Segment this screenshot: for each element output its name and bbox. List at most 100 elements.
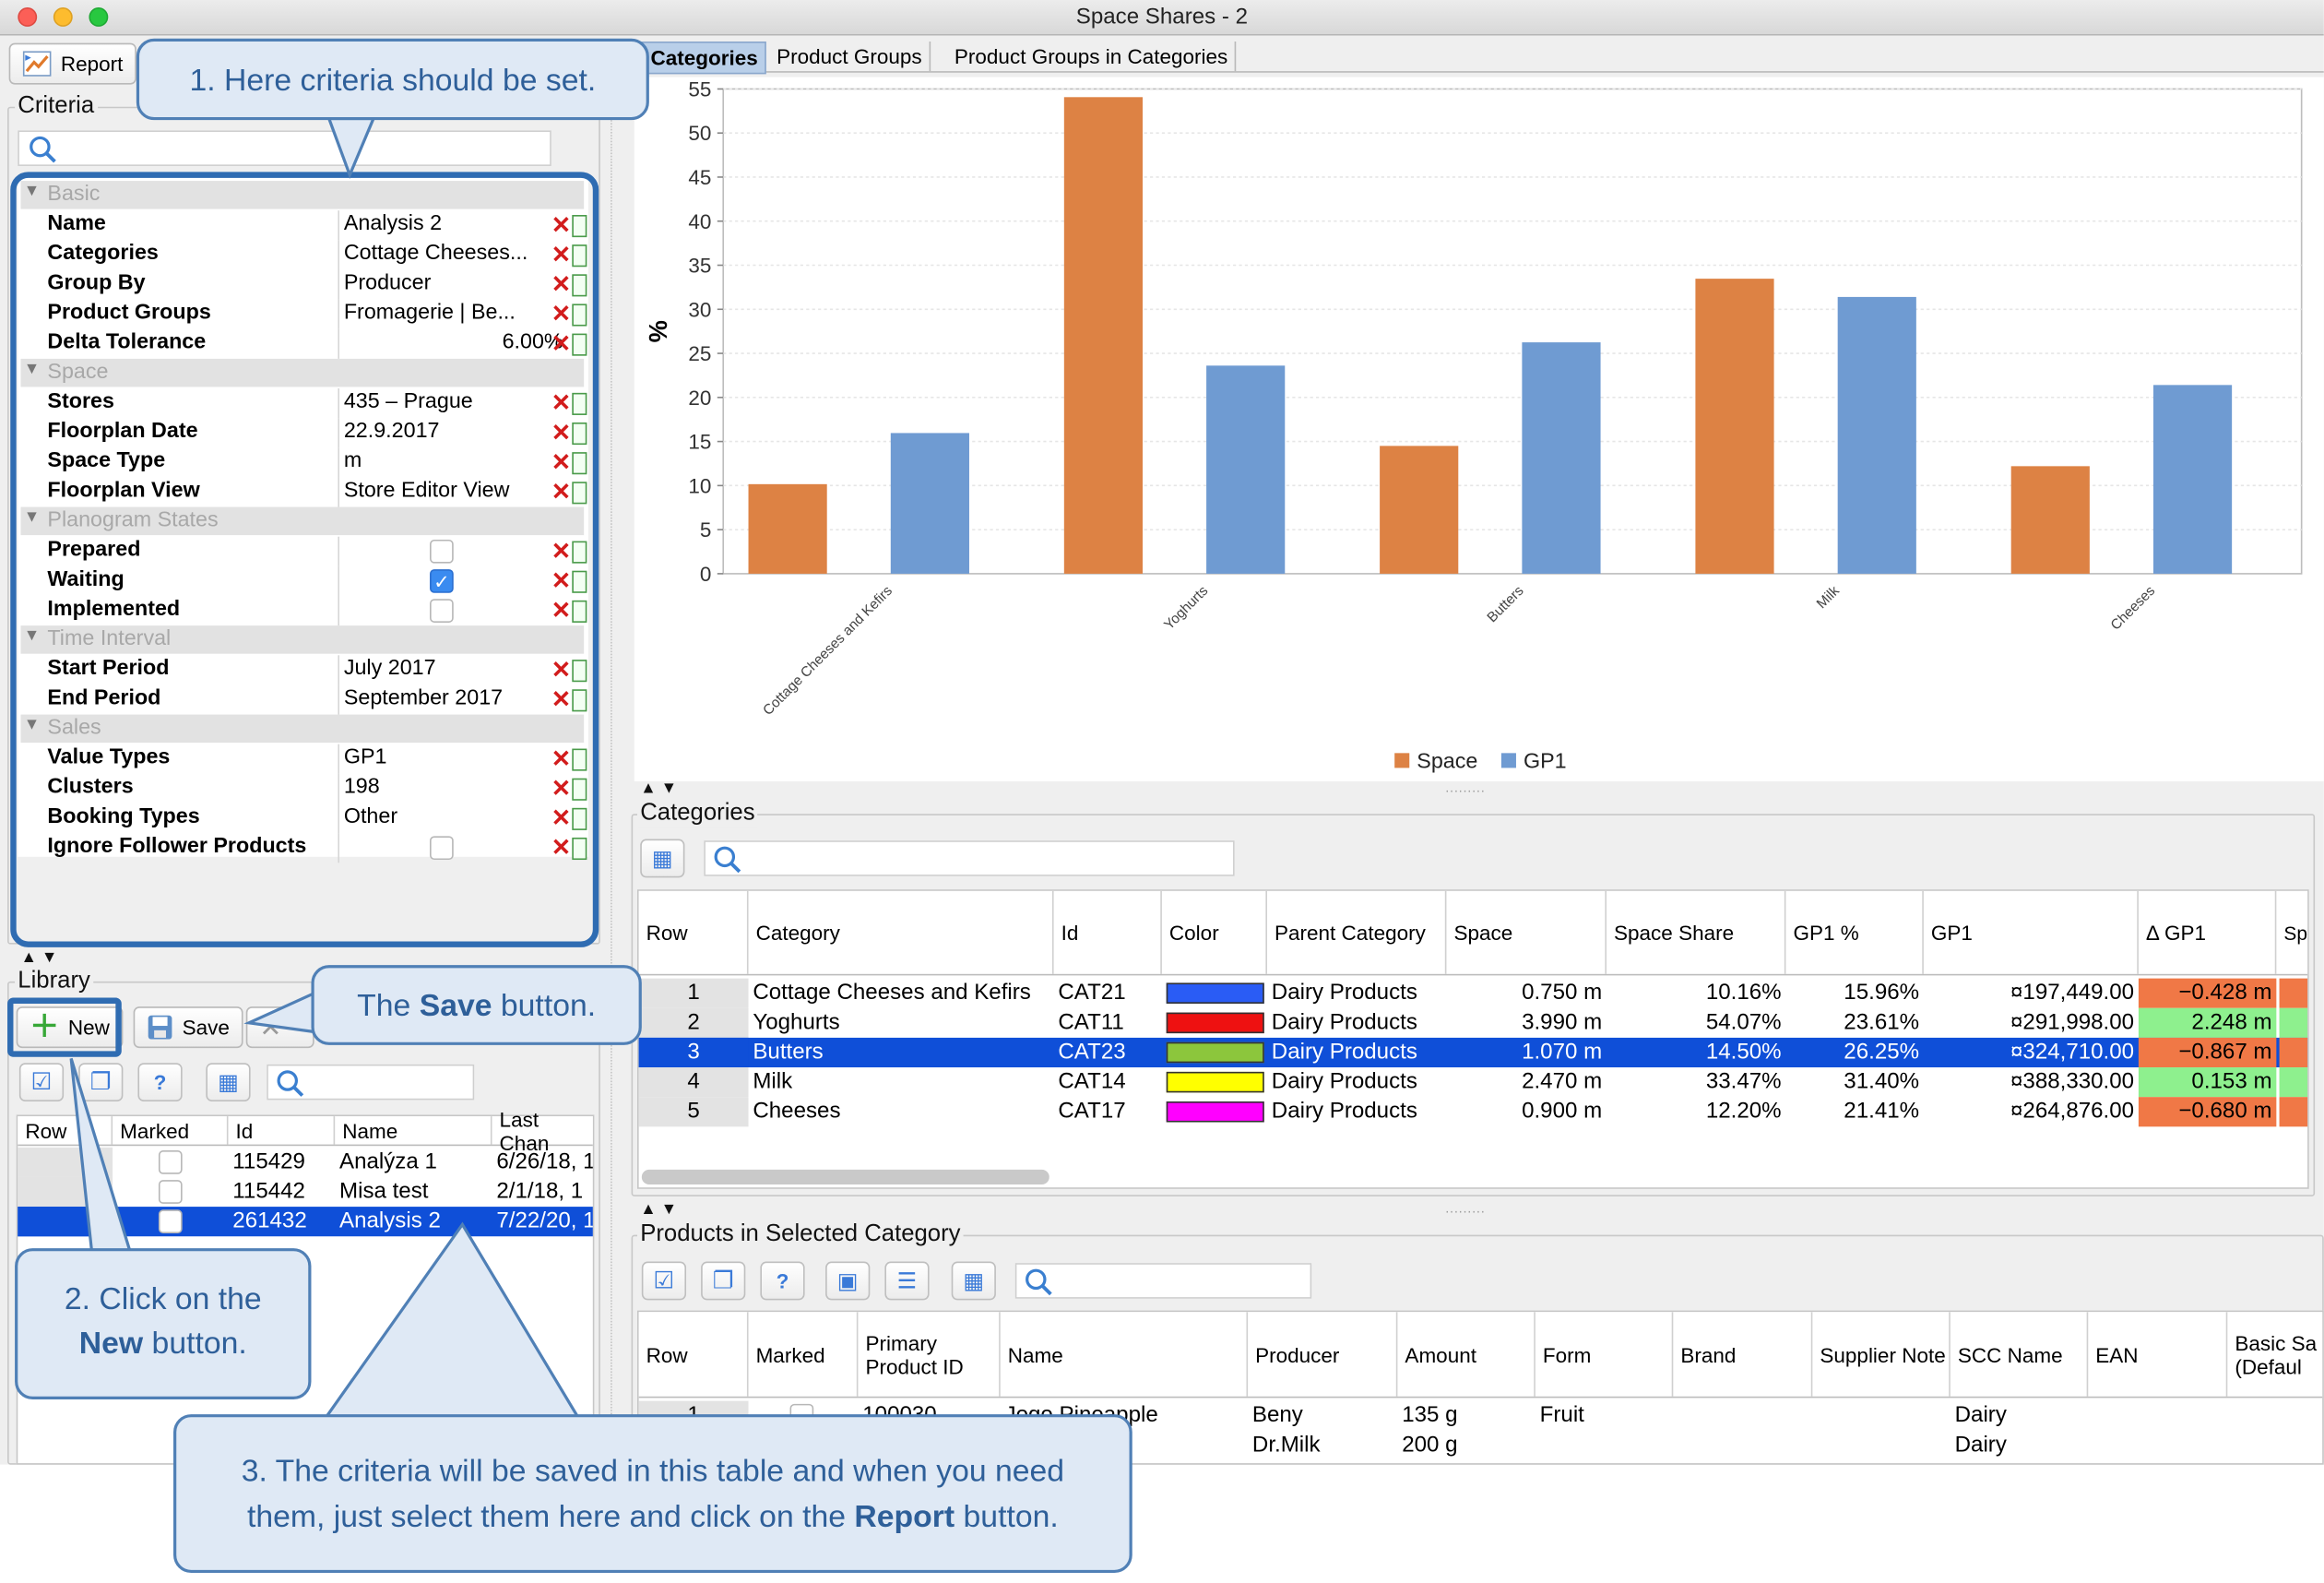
prod-col-producer[interactable]: Producer <box>1248 1312 1398 1397</box>
criteria-group-header[interactable]: ▼ Time Interval <box>20 625 585 654</box>
criteria-checkbox[interactable] <box>430 836 454 861</box>
products-list-button[interactable]: ☰ <box>884 1261 930 1301</box>
clear-value-icon[interactable]: ✕ <box>551 391 572 417</box>
cat-col-space-pct[interactable]: Sp % <box>2283 921 2307 944</box>
close-window-icon[interactable] <box>18 7 38 27</box>
products-image-button[interactable]: ▣ <box>825 1261 871 1301</box>
cat-col-id[interactable]: Id <box>1054 890 1162 974</box>
invert-marks-button[interactable]: ? <box>137 1063 183 1102</box>
categories-search-input[interactable] <box>704 840 1235 876</box>
prod-col-row[interactable]: Row <box>639 1312 749 1397</box>
edit-value-icon[interactable] <box>572 778 587 801</box>
category-row[interactable]: 2 Yoghurts CAT11 Dairy Products 3.990 m 54.07… <box>638 1007 2308 1038</box>
library-row[interactable]: 1115429Analýza 16/26/18, 1 <box>18 1147 593 1177</box>
criteria-group-header[interactable]: ▼ Basic <box>20 181 585 209</box>
splitter-grip-2[interactable]: ········· <box>1444 1203 1486 1219</box>
library-search-input[interactable] <box>267 1064 475 1101</box>
clear-value-icon[interactable]: ✕ <box>551 806 572 832</box>
triangle-down-icon[interactable]: ▼ <box>23 360 41 378</box>
edit-value-icon[interactable] <box>572 452 587 475</box>
categories-horizontal-scrollbar[interactable] <box>641 1169 1049 1184</box>
edit-value-icon[interactable] <box>572 333 587 356</box>
prod-col-supplier-note[interactable]: Supplier Note <box>1812 1312 1951 1397</box>
category-row[interactable]: 1 Cottage Cheeses and Kefirs CAT21 Dairy Pr… <box>638 978 2308 1008</box>
splitter-arrows-products[interactable]: ▲ ▼ <box>640 1200 678 1219</box>
report-button[interactable]: Report <box>8 42 136 85</box>
edit-value-icon[interactable] <box>572 748 587 771</box>
clear-value-icon[interactable]: ✕ <box>551 777 572 803</box>
unmark-all-button[interactable]: ❐ <box>78 1063 124 1102</box>
category-color-swatch[interactable] <box>1166 1101 1264 1123</box>
edit-value-icon[interactable] <box>572 304 587 327</box>
tab-product-groups[interactable]: Product Groups <box>769 41 931 72</box>
save-button[interactable]: Save <box>133 1006 243 1049</box>
edit-value-icon[interactable] <box>572 215 587 238</box>
edit-value-icon[interactable] <box>572 660 587 683</box>
clear-value-icon[interactable]: ✕ <box>551 480 572 506</box>
tab-categories[interactable]: Categories <box>641 41 767 75</box>
clear-value-icon[interactable]: ✕ <box>551 243 572 268</box>
cat-col-row[interactable]: Row <box>639 890 749 974</box>
prod-col-form[interactable]: Form <box>1536 1312 1674 1397</box>
edit-value-icon[interactable] <box>572 689 587 712</box>
edit-value-icon[interactable] <box>572 837 587 861</box>
cat-col-color[interactable]: Color <box>1162 890 1267 974</box>
clear-value-icon[interactable]: ✕ <box>551 331 572 358</box>
prod-col-name[interactable]: Name <box>1001 1312 1249 1397</box>
prod-col-ean[interactable]: EAN <box>2088 1312 2228 1397</box>
library-marked-checkbox[interactable] <box>158 1180 183 1204</box>
triangle-down-icon[interactable]: ▼ <box>23 626 41 646</box>
splitter-arrows-chart[interactable]: ▲ ▼ <box>640 780 678 798</box>
clear-value-icon[interactable]: ✕ <box>551 272 572 299</box>
clear-value-icon[interactable]: ✕ <box>551 687 572 713</box>
splitter-grip-1[interactable]: ········· <box>1444 782 1486 798</box>
edit-value-icon[interactable] <box>572 807 587 830</box>
library-marked-checkbox[interactable] <box>158 1150 183 1174</box>
criteria-group-header[interactable]: ▼ Space <box>20 358 585 387</box>
splitter-arrows-left[interactable]: ▲ ▼ <box>20 948 58 967</box>
prod-col-marked[interactable]: Marked <box>749 1312 859 1397</box>
criteria-checkbox[interactable] <box>430 599 454 623</box>
products-mark-all-button[interactable]: ☑ <box>641 1261 687 1301</box>
clear-value-icon[interactable]: ✕ <box>551 658 572 684</box>
library-col-name[interactable]: Name <box>335 1116 492 1145</box>
cat-col-gp1-pct[interactable]: GP1 % <box>1785 890 1924 974</box>
vertical-splitter[interactable] <box>611 86 615 1465</box>
edit-value-icon[interactable] <box>572 541 587 564</box>
cat-col-space[interactable]: Space <box>1446 890 1607 974</box>
minimize-window-icon[interactable] <box>53 7 73 27</box>
edit-value-icon[interactable] <box>572 482 587 505</box>
clipboard-button[interactable]: ▦ <box>206 1063 251 1102</box>
prod-col-brand[interactable]: Brand <box>1673 1312 1813 1397</box>
products-clipboard-button[interactable]: ▦ <box>951 1261 996 1301</box>
cat-col-parent[interactable]: Parent Category <box>1267 890 1447 974</box>
clear-value-icon[interactable]: ✕ <box>551 569 572 595</box>
triangle-down-icon[interactable]: ▼ <box>23 508 41 527</box>
clear-value-icon[interactable]: ✕ <box>551 450 572 476</box>
clear-value-icon[interactable]: ✕ <box>551 302 572 328</box>
library-col-id[interactable]: Id <box>228 1116 336 1145</box>
library-marked-checkbox[interactable] <box>158 1209 183 1234</box>
clear-value-icon[interactable]: ✕ <box>551 836 572 862</box>
cat-col-space-share[interactable]: Space Share <box>1607 890 1786 974</box>
edit-value-icon[interactable] <box>572 422 587 446</box>
products-search-input[interactable] <box>1014 1263 1312 1299</box>
products-invert-button[interactable]: ? <box>760 1261 805 1301</box>
edit-value-icon[interactable] <box>572 244 587 268</box>
category-row[interactable]: 3 Butters CAT23 Dairy Products 1.070 m 14.50%… <box>638 1037 2308 1068</box>
edit-value-icon[interactable] <box>572 570 587 593</box>
clear-value-icon[interactable]: ✕ <box>551 599 572 625</box>
tab-product-groups-in-categories[interactable]: Product Groups in Categories <box>947 41 1237 72</box>
mark-all-button[interactable]: ☑ <box>18 1063 65 1102</box>
prod-col-amount[interactable]: Amount <box>1397 1312 1536 1397</box>
category-color-swatch[interactable] <box>1166 982 1264 1004</box>
category-color-swatch[interactable] <box>1166 1071 1264 1093</box>
clear-value-icon[interactable]: ✕ <box>551 539 572 565</box>
cat-col-category[interactable]: Category <box>749 890 1054 974</box>
prod-col-scc-name[interactable]: SCC Name <box>1951 1312 2089 1397</box>
triangle-down-icon[interactable]: ▼ <box>23 716 41 734</box>
criteria-search-input[interactable] <box>18 130 551 166</box>
clear-value-icon[interactable]: ✕ <box>551 746 572 773</box>
categories-clipboard-button[interactable]: ▦ <box>640 839 685 878</box>
category-color-swatch[interactable] <box>1166 1012 1264 1034</box>
